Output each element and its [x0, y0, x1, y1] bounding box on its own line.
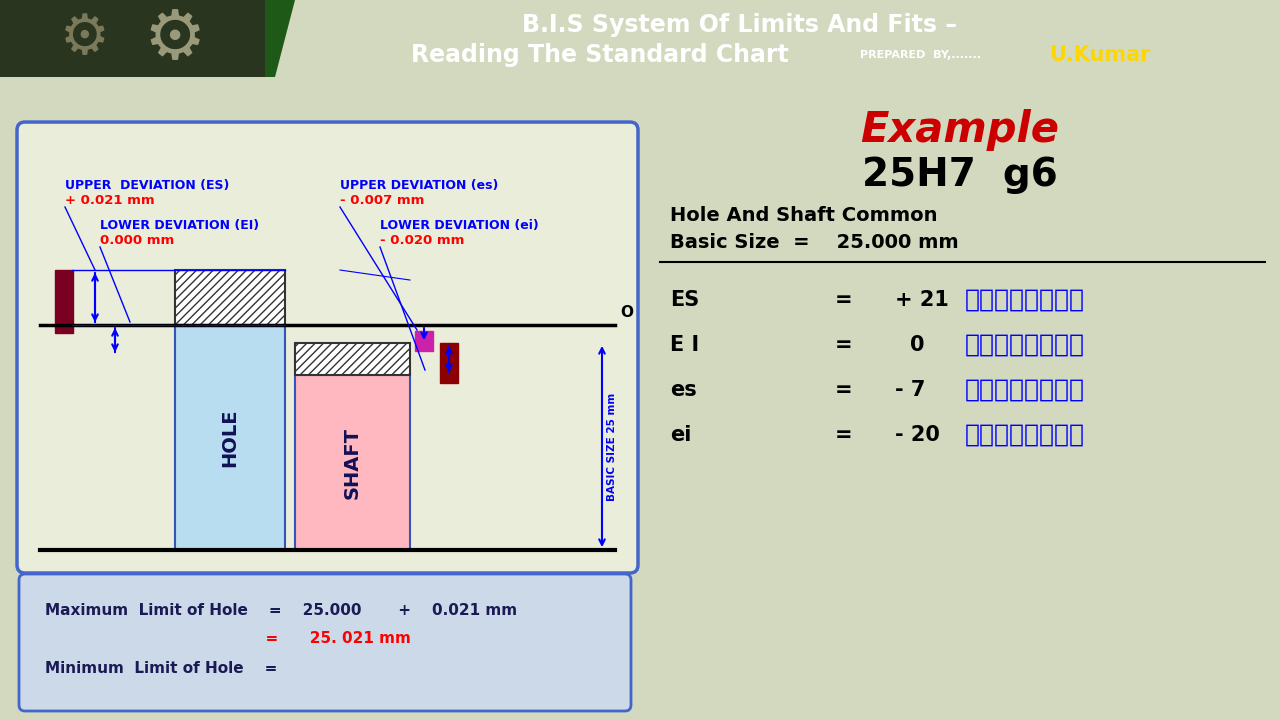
Text: O: O: [620, 305, 634, 320]
Text: मायक्रॉन: मायक्रॉन: [965, 333, 1085, 357]
Text: LOWER DEVIATION (ei): LOWER DEVIATION (ei): [380, 219, 539, 232]
Text: PREPARED  BY,.......: PREPARED BY,.......: [859, 50, 980, 60]
Text: मायक्रॉन: मायक्रॉन: [965, 378, 1085, 402]
Text: ES: ES: [669, 290, 699, 310]
Text: Reading The Standard Chart: Reading The Standard Chart: [411, 43, 788, 67]
Text: 0: 0: [910, 335, 924, 355]
Text: SHAFT: SHAFT: [343, 426, 362, 498]
Text: U.Kumar: U.Kumar: [1050, 45, 1151, 65]
FancyBboxPatch shape: [19, 574, 631, 711]
Text: 0.000 mm: 0.000 mm: [100, 234, 174, 247]
Bar: [294, 343, 410, 375]
Text: - 0.007 mm: - 0.007 mm: [340, 194, 425, 207]
Text: Hole And Shaft Common: Hole And Shaft Common: [669, 205, 937, 225]
Text: BASIC SIZE 25 mm: BASIC SIZE 25 mm: [607, 392, 617, 500]
Text: Maximum  Limit of Hole    =    25.000       +    0.021 mm: Maximum Limit of Hole = 25.000 + 0.021 m…: [45, 603, 517, 618]
FancyBboxPatch shape: [17, 122, 637, 573]
Text: - 7: - 7: [895, 380, 925, 400]
Text: Minimum  Limit of Hole    =: Minimum Limit of Hole =: [45, 660, 278, 675]
Text: es: es: [669, 380, 696, 400]
Text: LOWER DEVIATION (EI): LOWER DEVIATION (EI): [100, 219, 259, 232]
Text: =      25. 021 mm: = 25. 021 mm: [45, 631, 411, 646]
Text: =: =: [835, 290, 852, 310]
Text: E I: E I: [669, 335, 699, 355]
Text: + 0.021 mm: + 0.021 mm: [65, 194, 155, 207]
Text: - 0.020 mm: - 0.020 mm: [380, 234, 465, 247]
Polygon shape: [265, 0, 294, 77]
Text: =: =: [835, 380, 852, 400]
Text: 25H7  g6: 25H7 g6: [863, 156, 1057, 194]
Text: =: =: [835, 425, 852, 445]
Text: ⚙: ⚙: [60, 12, 110, 66]
Text: Example: Example: [860, 109, 1060, 151]
Bar: [415, 331, 433, 351]
Text: ei: ei: [669, 425, 691, 445]
Text: ⚙: ⚙: [143, 6, 206, 73]
Text: - 20: - 20: [895, 425, 940, 445]
Bar: [0, 0, 265, 77]
Text: + 21: + 21: [895, 290, 948, 310]
Text: UPPER  DEVIATION (ES): UPPER DEVIATION (ES): [65, 179, 229, 192]
Text: =: =: [835, 335, 852, 355]
Bar: [175, 325, 285, 550]
Text: UPPER DEVIATION (es): UPPER DEVIATION (es): [340, 179, 498, 192]
Bar: [175, 270, 285, 325]
Bar: [55, 270, 73, 333]
Text: मायक्रॉन: मायक्रॉन: [965, 423, 1085, 447]
Text: मायक्रॉन: मायक्रॉन: [965, 288, 1085, 312]
Text: HOLE: HOLE: [220, 408, 239, 467]
Text: B.I.S System Of Limits And Fits –: B.I.S System Of Limits And Fits –: [522, 13, 957, 37]
Bar: [440, 343, 458, 383]
Text: Basic Size  =    25.000 mm: Basic Size = 25.000 mm: [669, 233, 959, 251]
Bar: [294, 375, 410, 550]
